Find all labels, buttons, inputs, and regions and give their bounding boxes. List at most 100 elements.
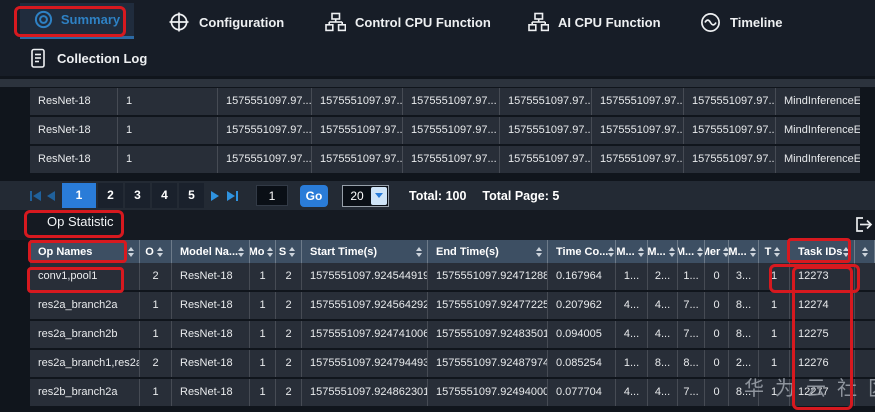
page-button-4[interactable]: 4 <box>152 183 177 208</box>
column-header-m[interactable]: M... <box>678 240 705 263</box>
table-cell: 0.207962 <box>548 292 616 319</box>
goto-page-input[interactable] <box>256 185 288 206</box>
table-cell: res2a_branch1,res2a <box>30 350 140 377</box>
table-cell: 8... <box>729 379 759 406</box>
table-cell: MindInferenceE... <box>784 153 860 165</box>
page-size-select[interactable]: 20 <box>342 184 389 207</box>
op-table-row[interactable]: res2a_branch1,res2a 2 ResNet-18 1 2 157555109… <box>30 350 875 379</box>
sort-icon[interactable] <box>723 246 728 257</box>
tab-timeline[interactable]: Timeline <box>700 9 783 35</box>
table-cell: 1 <box>140 292 172 319</box>
tab-op-statistic[interactable]: Op Statistic <box>47 214 114 229</box>
sort-icon[interactable] <box>637 246 644 257</box>
column-header-m[interactable]: M... <box>648 240 678 263</box>
column-header-op-names[interactable]: Op Names <box>30 240 140 263</box>
summary-table-row[interactable]: ResNet-18 1 1575551097.97... 1575551097.97.… <box>30 117 860 146</box>
summary-table-row[interactable]: ResNet-18 1 1575551097.97... 1575551097.97.… <box>30 88 860 117</box>
column-header-mo[interactable]: Mo <box>250 240 276 263</box>
column-header-time-co[interactable]: Time Co... <box>548 240 616 263</box>
summary-table-row[interactable]: ResNet-18 1 1575551097.97... 1575551097.97.… <box>30 146 860 175</box>
sort-icon[interactable] <box>289 246 296 257</box>
table-cell: 3... <box>729 263 759 290</box>
table-cell: 2 <box>276 292 302 319</box>
table-cell: 1575551097.97... <box>500 146 592 173</box>
first-page-icon[interactable] <box>30 190 41 201</box>
table-cell: ResNet-18 <box>172 292 250 319</box>
sort-icon[interactable] <box>128 246 134 257</box>
sort-icon[interactable] <box>267 246 274 257</box>
sort-icon[interactable] <box>774 246 781 257</box>
column-header-mer[interactable]: Mer <box>705 240 729 263</box>
dropdown-arrow-icon[interactable] <box>371 186 387 205</box>
column-header-m[interactable]: M... <box>616 240 648 263</box>
last-page-icon[interactable] <box>227 190 238 201</box>
column-header-sort[interactable] <box>855 240 875 263</box>
page-button-5[interactable]: 5 <box>179 183 204 208</box>
table-cell: 1575551097.97... <box>500 117 592 144</box>
sort-icon[interactable] <box>749 246 756 257</box>
column-header-task-ids[interactable]: Task IDs <box>790 240 855 263</box>
column-header-label: M... <box>678 245 695 258</box>
tab-collection-log[interactable]: Collection Log <box>28 45 147 71</box>
page-size-value: 20 <box>350 188 364 203</box>
page-button-3[interactable]: 3 <box>125 183 150 208</box>
tab-summary[interactable]: Summary <box>20 3 134 39</box>
export-icon[interactable] <box>851 213 874 241</box>
column-header-label: Op Names <box>38 245 93 258</box>
column-header-start-time-s[interactable]: Start Time(s) <box>302 240 428 263</box>
tab-timeline-label: Timeline <box>730 14 783 30</box>
summary-icon <box>34 10 53 29</box>
tab-ai-cpu-function[interactable]: AI CPU Function <box>528 9 661 35</box>
page-button-1[interactable]: 1 <box>62 183 96 208</box>
sort-icon[interactable] <box>156 246 163 257</box>
table-cell: 1 <box>759 379 790 406</box>
sort-icon[interactable] <box>861 246 868 257</box>
sort-icon[interactable] <box>416 246 422 257</box>
table-cell: 0.094005 <box>548 321 616 348</box>
sort-icon[interactable] <box>238 246 245 257</box>
tab-collection-log-label: Collection Log <box>57 50 148 66</box>
table-cell: 4... <box>616 379 648 406</box>
tab-configuration[interactable]: Configuration <box>168 9 284 35</box>
column-header-model-na[interactable]: Model Na... <box>172 240 250 263</box>
column-header-label: End Time(s) <box>436 245 499 258</box>
sort-icon[interactable] <box>843 246 849 257</box>
sort-icon[interactable] <box>697 246 704 257</box>
op-table-row[interactable]: res2a_branch2a 1 ResNet-18 1 2 1575551097.924… <box>30 292 875 321</box>
column-header-end-time-s[interactable]: End Time(s) <box>428 240 548 263</box>
column-header-s[interactable]: S <box>276 240 302 263</box>
column-header-t[interactable]: T <box>759 240 790 263</box>
table-cell: 1 <box>759 292 790 319</box>
table-cell: 2 <box>276 379 302 406</box>
op-table-row[interactable]: res2a_branch2b 1 ResNet-18 1 2 1575551097.924… <box>30 321 875 350</box>
table-cell: 4... <box>648 321 678 348</box>
go-button[interactable]: Go <box>300 184 328 207</box>
table-cell: 1575551097.924862301 <box>302 379 428 406</box>
table-cell: 1 <box>759 350 790 377</box>
table-cell: 2 <box>140 263 172 290</box>
column-header-label: Task IDs <box>798 245 843 258</box>
table-cell: res2b_branch2a <box>30 379 140 406</box>
prev-page-icon[interactable] <box>47 190 55 201</box>
table-cell: ResNet-18 <box>30 117 118 144</box>
table-cell: ResNet-18 <box>172 350 250 377</box>
column-header-label: M... <box>616 245 635 258</box>
table-cell <box>855 292 875 319</box>
op-table-row[interactable]: res2b_branch2a 1 ResNet-18 1 2 1575551097.924… <box>30 379 875 408</box>
column-header-o[interactable]: O <box>140 240 172 263</box>
table-cell: 4... <box>648 292 678 319</box>
table-cell: 1 <box>759 263 790 290</box>
column-header-m[interactable]: M... <box>729 240 759 263</box>
sort-icon[interactable] <box>536 246 542 257</box>
next-page-icon[interactable] <box>211 190 219 201</box>
op-table-row[interactable]: conv1,pool1 2 ResNet-18 1 2 1575551097.924544… <box>30 263 875 292</box>
sort-icon[interactable] <box>608 246 615 257</box>
page-button-2[interactable]: 2 <box>98 183 123 208</box>
column-header-label: Start Time(s) <box>310 245 378 258</box>
table-cell: 12275 <box>790 321 855 348</box>
table-cell: 1575551097.97... <box>312 146 403 173</box>
table-cell: ResNet-18 <box>172 263 250 290</box>
tab-control-cpu-function[interactable]: Control CPU Function <box>325 9 491 35</box>
sort-icon[interactable] <box>668 246 675 257</box>
